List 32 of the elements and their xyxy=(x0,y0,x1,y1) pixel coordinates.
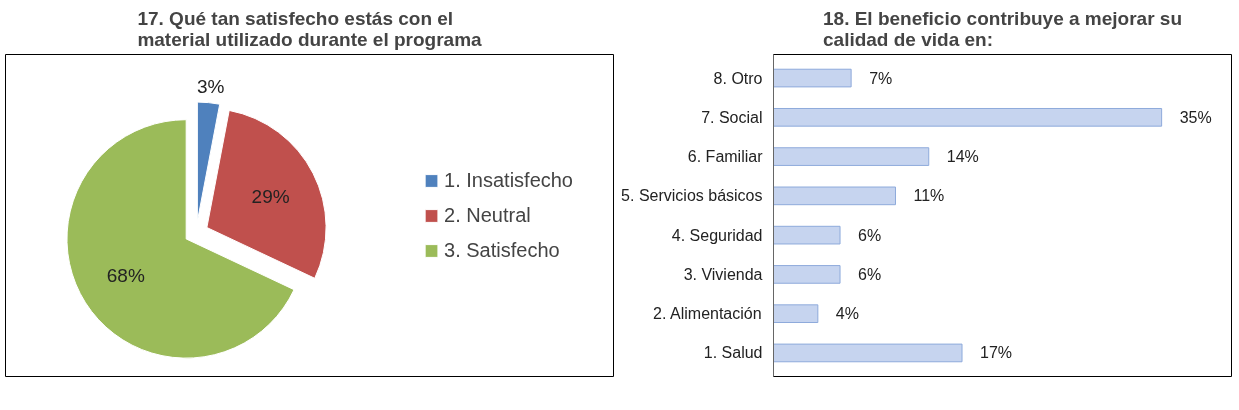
y-tick-label: 8. Otro xyxy=(713,69,763,87)
data-label: 14% xyxy=(946,148,979,166)
bar xyxy=(773,265,841,284)
data-label: 11% xyxy=(913,187,945,205)
data-label: 6% xyxy=(858,226,882,244)
y-tick-label: 3. Vivienda xyxy=(683,265,763,283)
bar xyxy=(773,107,1163,127)
y-tick-label: 4. Seguridad xyxy=(671,226,763,244)
data-label: 35% xyxy=(1179,108,1212,126)
data-label: 6% xyxy=(858,265,882,283)
data-label: 7% xyxy=(869,69,893,87)
data-label: 4% xyxy=(835,305,859,323)
chart-title: 17. Qué tan satisfecho estás con el material utilizado durante el programa xyxy=(137,7,483,50)
bar xyxy=(773,343,963,363)
data-label: 3% xyxy=(196,75,225,97)
y-tick-label: 7. Social xyxy=(701,108,763,126)
legend-label: 1. Insatisfecho xyxy=(444,168,573,192)
y-tick-label: 2. Alimentación xyxy=(653,305,762,323)
y-tick-label: 1. Salud xyxy=(703,344,763,362)
legend-label: 2. Neutral xyxy=(444,203,531,227)
data-label: 29% xyxy=(251,185,290,207)
bar xyxy=(773,147,930,166)
bar xyxy=(773,68,852,88)
y-tick-label: 5. Servicios básicos xyxy=(621,187,763,205)
bar xyxy=(773,304,819,324)
y-tick-label: 6. Familiar xyxy=(687,148,764,166)
bar xyxy=(773,225,841,245)
legend-label: 3. Satisfecho xyxy=(444,238,560,262)
chart-title: 18. El beneficio contribuye a mejorar su calidad de vida en: xyxy=(823,7,1183,50)
bar xyxy=(773,186,896,206)
data-label: 68% xyxy=(106,265,145,287)
data-label: 17% xyxy=(980,344,1013,362)
